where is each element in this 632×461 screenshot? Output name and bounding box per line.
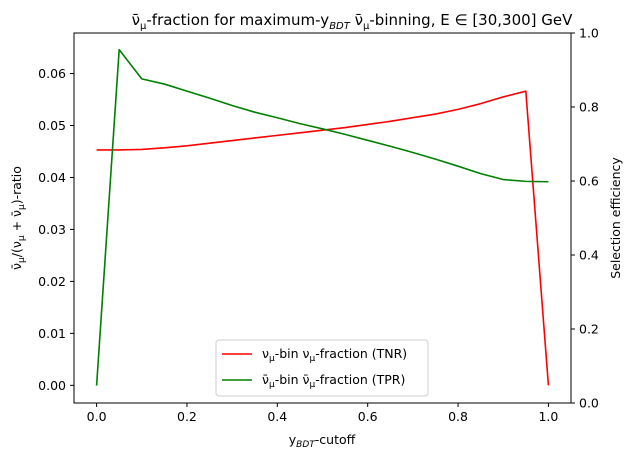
legend-label-tnr: νμ-bin νμ-fraction (TNR) xyxy=(262,346,407,364)
y-right-tick-label: 0.4 xyxy=(579,248,599,263)
y-right-tick-label: 0.6 xyxy=(579,174,599,189)
y-right-tick-label: 0.0 xyxy=(579,396,599,411)
y-axis-left: 0.00 0.01 0.02 0.03 0.04 0.05 0.06 xyxy=(38,66,74,393)
series-line-1 xyxy=(95,48,549,386)
x-tick-label: 0.6 xyxy=(358,409,378,424)
y-left-tick-label: 0.02 xyxy=(38,274,66,289)
y-axis-right: 0.0 0.2 0.4 0.6 0.8 1.0 xyxy=(571,26,599,411)
chart-title: ν̄μ-fraction for maximum-yBDT ν̄μ-binnin… xyxy=(132,11,574,32)
y-right-tick-label: 0.2 xyxy=(579,322,599,337)
x-tick-label: 0.4 xyxy=(267,409,287,424)
legend-label-tpr: ν̄μ-bin ν̄μ-fraction (TPR) xyxy=(262,372,405,390)
y-right-tick-label: 1.0 xyxy=(579,26,599,41)
x-tick-label: 0.8 xyxy=(448,409,468,424)
x-tick-label: 0.2 xyxy=(177,409,197,424)
y-left-tick-label: 0.01 xyxy=(38,326,66,341)
y-left-tick-label: 0.03 xyxy=(38,222,66,237)
y-right-tick-label: 0.8 xyxy=(579,100,599,115)
plot-area xyxy=(73,32,572,404)
x-tick-label: 1.0 xyxy=(538,409,558,424)
series-line-0 xyxy=(96,90,550,386)
y-left-tick-label: 0.06 xyxy=(38,66,66,81)
series-layer xyxy=(95,48,550,386)
y-axis-right-label: Selection efficiency xyxy=(608,157,623,279)
x-axis-label: yBDT-cutoff xyxy=(289,432,356,450)
y-axis-left-label: ν̄μ/(νμ + ν̄μ)-ratio xyxy=(9,166,27,270)
y-left-tick-label: 0.00 xyxy=(38,378,66,393)
legend-box xyxy=(215,339,429,397)
y-left-tick-label: 0.05 xyxy=(38,118,66,133)
legend: νμ-bin νμ-fraction (TNR) ν̄μ-bin ν̄μ-fra… xyxy=(215,339,429,397)
y-left-tick-label: 0.04 xyxy=(38,170,66,185)
x-axis: 0.0 0.2 0.4 0.6 0.8 1.0 xyxy=(87,403,558,424)
x-tick-label: 0.0 xyxy=(87,409,107,424)
